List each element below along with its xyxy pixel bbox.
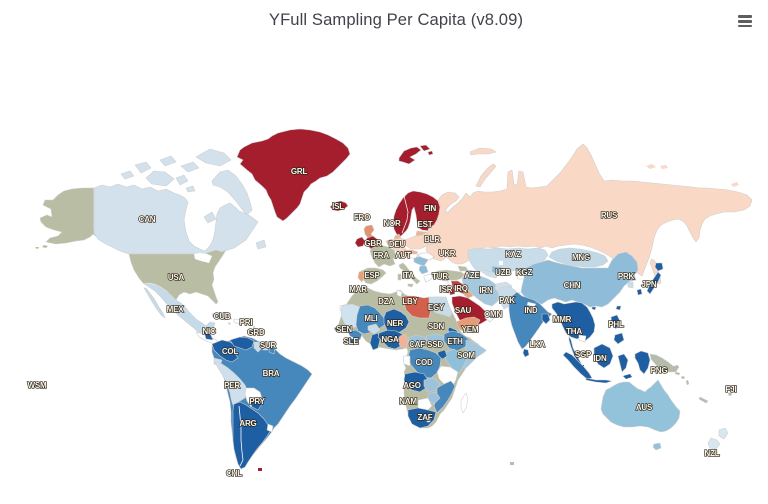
svg-text:FRO: FRO <box>354 213 370 222</box>
svg-text:CHN: CHN <box>564 281 581 290</box>
svg-text:UKR: UKR <box>439 249 456 258</box>
svg-text:GBR: GBR <box>364 239 382 248</box>
svg-text:ETH: ETH <box>447 337 463 346</box>
svg-text:PRY: PRY <box>249 397 265 406</box>
svg-text:PHL: PHL <box>608 320 624 329</box>
svg-text:AUT: AUT <box>395 251 411 260</box>
svg-text:SUR: SUR <box>260 341 277 350</box>
svg-text:SGP: SGP <box>575 350 592 359</box>
svg-text:COL: COL <box>222 347 239 356</box>
svg-text:AZE: AZE <box>464 271 480 280</box>
svg-text:ISL: ISL <box>332 202 344 211</box>
svg-text:NER: NER <box>387 319 404 328</box>
svg-text:GRL: GRL <box>291 167 308 176</box>
svg-text:YEM: YEM <box>462 325 479 334</box>
svg-text:PRI: PRI <box>240 318 253 327</box>
svg-text:IRQ: IRQ <box>454 284 468 293</box>
svg-text:PNG: PNG <box>651 366 668 375</box>
svg-text:LKA: LKA <box>529 340 545 349</box>
svg-text:PER: PER <box>224 381 240 390</box>
svg-text:SEN: SEN <box>336 325 352 334</box>
svg-text:NOR: NOR <box>383 219 401 228</box>
svg-text:EGY: EGY <box>428 303 445 312</box>
svg-text:NZL: NZL <box>705 449 720 458</box>
svg-text:MAR: MAR <box>349 285 367 294</box>
svg-text:CAF: CAF <box>409 340 425 349</box>
svg-text:TUR: TUR <box>432 272 448 281</box>
svg-text:IND: IND <box>524 306 538 315</box>
svg-text:EST: EST <box>418 220 433 229</box>
svg-text:MNG: MNG <box>572 253 590 262</box>
svg-text:KAZ: KAZ <box>505 250 521 259</box>
svg-text:NAM: NAM <box>399 397 417 406</box>
svg-text:AGO: AGO <box>403 381 421 390</box>
svg-text:DEU: DEU <box>389 240 406 249</box>
svg-text:DZA: DZA <box>378 297 394 306</box>
svg-text:SSD: SSD <box>427 340 443 349</box>
svg-text:MEX: MEX <box>167 305 185 314</box>
svg-text:CUB: CUB <box>214 312 231 321</box>
svg-text:CAN: CAN <box>139 215 156 224</box>
svg-text:THA: THA <box>566 327 582 336</box>
svg-text:ITA: ITA <box>402 271 414 280</box>
svg-text:MMR: MMR <box>553 315 572 324</box>
svg-text:JPN: JPN <box>642 280 657 289</box>
svg-text:MLI: MLI <box>364 314 377 323</box>
svg-text:SDN: SDN <box>428 322 445 331</box>
svg-text:BRA: BRA <box>263 369 280 378</box>
svg-text:FRA: FRA <box>373 251 389 260</box>
svg-text:ISR: ISR <box>440 285 453 294</box>
svg-text:ARG: ARG <box>239 419 256 428</box>
svg-text:NGA: NGA <box>381 335 399 344</box>
svg-text:WSM: WSM <box>28 381 47 390</box>
svg-text:KGZ: KGZ <box>516 268 533 277</box>
svg-text:PAK: PAK <box>499 296 515 305</box>
svg-text:FJI: FJI <box>726 385 737 394</box>
svg-text:USA: USA <box>168 273 185 282</box>
svg-text:SAU: SAU <box>455 306 472 315</box>
svg-text:LBY: LBY <box>402 297 418 306</box>
svg-text:SLE: SLE <box>344 337 360 346</box>
svg-text:ESP: ESP <box>364 271 380 280</box>
svg-text:PRK: PRK <box>618 272 635 281</box>
svg-text:AUS: AUS <box>636 403 653 412</box>
svg-text:UZB: UZB <box>495 268 511 277</box>
svg-text:COD: COD <box>415 358 433 367</box>
svg-text:NIC: NIC <box>202 327 216 336</box>
svg-text:IDN: IDN <box>593 354 607 363</box>
svg-text:ZAF: ZAF <box>418 413 433 422</box>
svg-text:FIN: FIN <box>424 204 437 213</box>
svg-text:SOM: SOM <box>457 351 475 360</box>
svg-text:BLR: BLR <box>424 235 440 244</box>
svg-text:IRN: IRN <box>479 286 493 295</box>
svg-text:OMN: OMN <box>484 310 502 319</box>
svg-text:CHL: CHL <box>226 469 242 478</box>
svg-text:RUS: RUS <box>601 211 618 220</box>
svg-text:GRD: GRD <box>247 328 265 337</box>
